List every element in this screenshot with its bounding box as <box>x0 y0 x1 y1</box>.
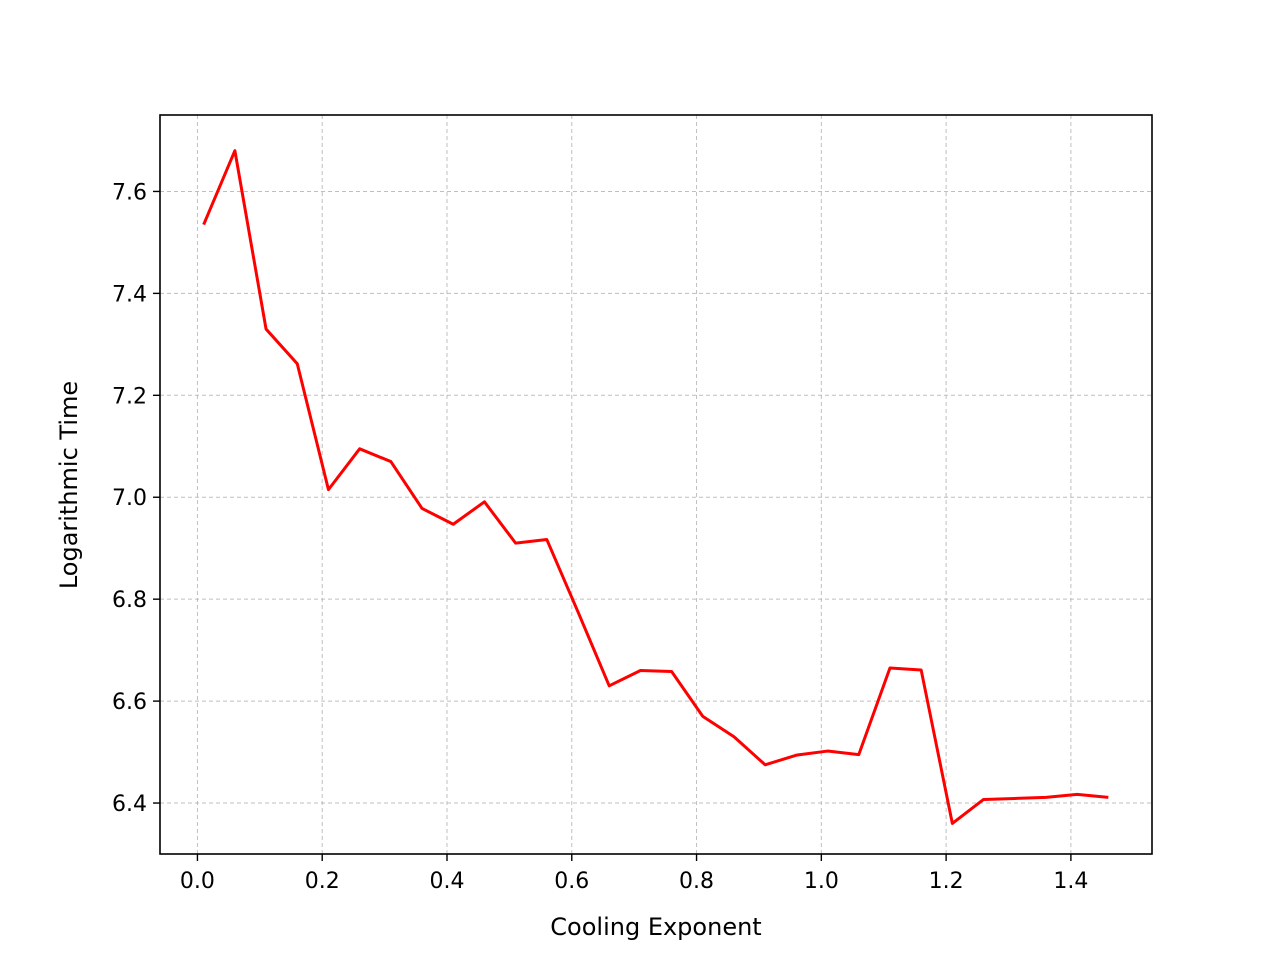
y-axis-label: Logarithmic Time <box>55 381 83 589</box>
y-tick-label: 6.6 <box>112 690 147 715</box>
y-tick-label: 7.2 <box>112 384 147 409</box>
y-tick-label: 7.4 <box>112 282 147 307</box>
x-tick-label: 1.0 <box>804 869 839 894</box>
axis-ticks: 0.0 0.2 0.4 0.6 0.8 1.0 1.2 1.4 6.4 6.6 6.8 7.0 7.2 7… <box>112 180 1088 894</box>
x-tick-label: 0.0 <box>180 869 215 894</box>
y-tick-label: 6.8 <box>112 588 147 613</box>
series-layer <box>202 149 1109 825</box>
y-tick-label: 7.0 <box>112 486 147 511</box>
plot-frame <box>159 114 1153 855</box>
x-tick-label: 0.6 <box>554 869 589 894</box>
series-line <box>202 149 1109 825</box>
grid-lines <box>160 115 1152 854</box>
x-tick-label: 1.4 <box>1053 869 1088 894</box>
x-tick-label: 0.2 <box>305 869 340 894</box>
x-tick-label: 1.2 <box>929 869 964 894</box>
x-tick-label: 0.8 <box>679 869 714 894</box>
x-tick-label: 0.4 <box>429 869 464 894</box>
y-tick-label: 7.6 <box>112 180 147 205</box>
y-tick-label: 6.4 <box>112 792 147 817</box>
x-axis-label: Cooling Exponent <box>550 913 761 941</box>
